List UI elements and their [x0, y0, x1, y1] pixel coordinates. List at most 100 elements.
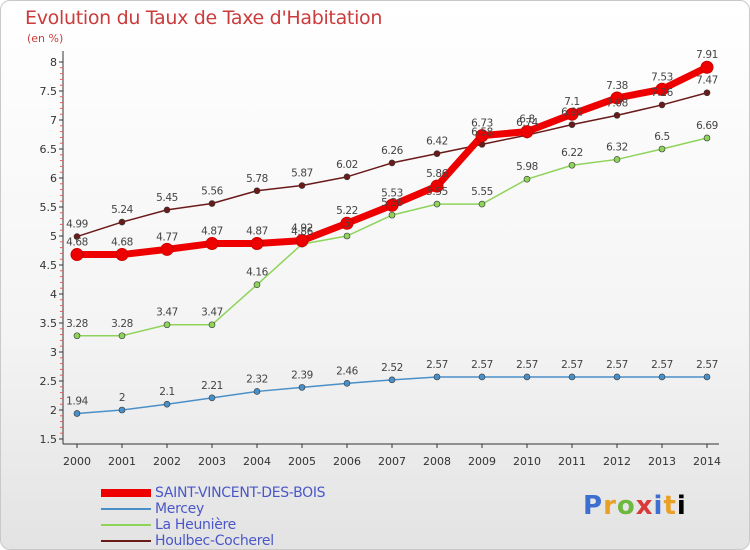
data-label: 4.68: [66, 237, 88, 249]
legend-item: SAINT-VINCENT-DES-BOIS: [101, 485, 326, 501]
data-label: 5.45: [156, 192, 178, 204]
data-label: 3.28: [111, 318, 133, 330]
data-label: 4.92: [291, 223, 313, 235]
proxiti-logo: Proxiti: [583, 491, 687, 521]
data-label: 2.46: [336, 365, 358, 377]
data-label: 4.77: [156, 231, 178, 243]
data-label: 2.32: [246, 373, 268, 385]
x-tick-label: 2011: [558, 455, 586, 468]
data-label: 6.5: [654, 131, 670, 143]
data-point: [520, 125, 534, 139]
x-tick-label: 2014: [693, 455, 721, 468]
data-point: [343, 380, 351, 387]
x-tick-label: 2009: [468, 455, 496, 468]
data-label: 6.74: [516, 117, 538, 129]
data-label: 7.38: [606, 80, 628, 92]
y-tick-label: 4.5: [40, 259, 58, 272]
data-label: 5.36: [381, 197, 403, 209]
data-point: [385, 198, 399, 212]
data-point: [658, 145, 666, 153]
data-label: 2.57: [516, 359, 538, 371]
legend-swatch: [101, 540, 151, 542]
data-point: [610, 91, 624, 105]
data-point: [298, 384, 306, 391]
data-label: 7.53: [651, 71, 673, 83]
x-tick-label: 2003: [198, 455, 226, 468]
data-label: 4.68: [111, 237, 133, 249]
data-label: 7.26: [651, 87, 673, 99]
data-label: 6.22: [561, 147, 583, 159]
legend-swatch: [101, 524, 151, 526]
data-point: [343, 173, 351, 181]
data-label: 2.57: [561, 359, 583, 371]
data-point: [658, 101, 666, 109]
data-point: [205, 237, 219, 251]
data-point: [208, 321, 216, 329]
data-point: [340, 216, 354, 230]
data-point: [700, 60, 714, 74]
legend: SAINT-VINCENT-DES-BOIS Mercey La Heunière H…: [101, 485, 326, 549]
data-label: 7.47: [696, 75, 718, 87]
data-point: [160, 242, 174, 256]
data-point: [613, 156, 621, 163]
data-label: 4.86: [291, 226, 313, 238]
data-point: [253, 281, 261, 289]
logo-letter: i: [653, 491, 664, 521]
data-label: 5.22: [336, 205, 358, 217]
legend-label: Mercey: [155, 501, 204, 517]
y-tick-label: 5.5: [40, 201, 58, 214]
data-point: [568, 121, 576, 128]
data-point: [163, 321, 171, 329]
legend-label: La Heunière: [155, 517, 236, 533]
data-label: 2.21: [201, 380, 223, 392]
data-label: 7.91: [696, 49, 718, 61]
y-tick-label: 3: [50, 346, 57, 359]
data-label: 6.73: [471, 118, 493, 130]
data-label: 3.47: [156, 307, 178, 319]
y-tick-label: 7.5: [40, 85, 58, 98]
data-point: [253, 187, 261, 195]
y-tick-label: 6.5: [40, 143, 58, 156]
data-label: 6.02: [336, 159, 358, 171]
y-tick-label: 2.5: [40, 375, 58, 388]
data-label: 6.58: [471, 126, 493, 138]
y-tick-label: 8: [50, 56, 57, 69]
data-label: 2: [119, 392, 125, 404]
data-label: 4.87: [246, 226, 268, 238]
data-point: [388, 159, 396, 167]
y-tick-label: 1.5: [40, 433, 58, 446]
data-point: [118, 406, 126, 414]
y-tick-label: 2: [50, 404, 57, 417]
data-point: [430, 179, 444, 193]
x-tick-label: 2008: [423, 455, 451, 468]
data-point: [568, 161, 576, 169]
legend-item: Mercey: [101, 501, 325, 517]
data-label: 2.52: [381, 362, 403, 374]
data-point: [568, 373, 576, 381]
data-label: 2.39: [291, 369, 313, 381]
legend-label: SAINT-VINCENT-DES-BOIS: [155, 485, 326, 501]
logo-letter: t: [663, 491, 677, 521]
x-tick-label: 2007: [378, 455, 406, 468]
x-tick-label: 2012: [603, 455, 631, 468]
data-point: [73, 332, 81, 340]
data-point: [298, 182, 306, 189]
data-point: [703, 89, 711, 97]
data-point: [703, 134, 711, 142]
data-point: [703, 373, 711, 381]
x-tick-label: 2013: [648, 455, 676, 468]
x-tick-label: 2010: [513, 455, 541, 468]
chart-title: Evolution du Taux de Taxe d'Habitation: [25, 7, 383, 29]
data-point: [613, 112, 621, 119]
y-tick-label: 4: [50, 288, 57, 301]
data-label: 5.55: [471, 186, 493, 198]
legend-label: Houlbec-Cocherel: [155, 533, 274, 549]
data-label: 1.94: [66, 395, 88, 407]
data-label: 6.8: [519, 114, 535, 126]
legend-swatch: [101, 508, 151, 510]
data-label: 3.28: [66, 318, 88, 330]
data-label: 6.26: [381, 145, 403, 157]
data-point: [208, 394, 216, 402]
